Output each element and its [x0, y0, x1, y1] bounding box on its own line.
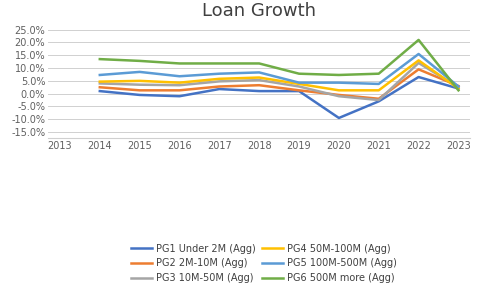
Title: Loan Growth: Loan Growth [202, 2, 316, 20]
Legend: PG1 Under 2M (Agg), PG2 2M-10M (Agg), PG3 10M-50M (Agg), PG4 50M-100M (Agg), PG5: PG1 Under 2M (Agg), PG2 2M-10M (Agg), PG… [128, 241, 400, 286]
